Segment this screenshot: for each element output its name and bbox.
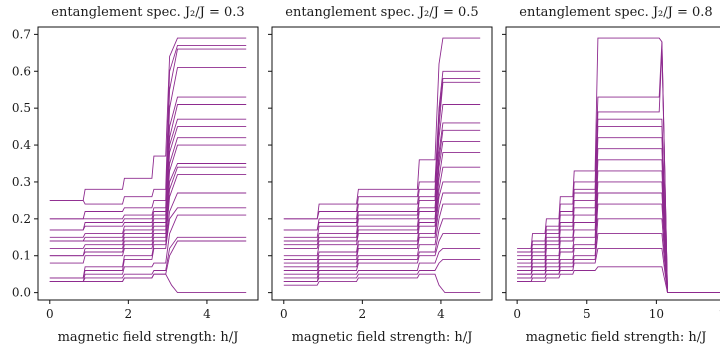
y-tick-label: 0.1 [12,249,31,263]
panel-1-series-line [49,273,247,294]
panel-1-series-line [49,67,247,220]
panel-1-series-line [49,207,247,279]
panel-1-series [49,37,247,294]
panel-2-frame [271,26,493,301]
panel-2-series-line [283,273,481,294]
panel-2-xlabel: magnetic field strength: h/J [292,330,473,345]
panel-1-yaxis: 0.0 0.1 0.2 0.3 0.4 0.5 0.6 0.7 [12,27,38,300]
panel-3-series-line [517,118,720,294]
y-tick-label: 0.5 [12,101,31,115]
x-tick-label: 4 [203,307,211,321]
panel-2-series-line [283,122,481,242]
panel-2-series [283,37,481,294]
panel-1-series-line [49,96,247,231]
y-tick-label: 0.4 [12,138,31,152]
x-tick-label: 0 [280,307,288,321]
panel-3-xlabel: magnetic field strength: h/J [526,330,707,345]
panel-3-series-line [517,181,720,294]
panel-2-series-line [283,129,481,246]
panel-1-series-line [49,144,247,249]
panel-2-series-line [283,78,481,231]
panel-3-series-line [517,247,720,294]
panel-3-xaxis: 0 5 10 15 [513,300,720,321]
panel-1-xlabel: magnetic field strength: h/J [58,330,239,345]
panel-2: entanglement spec. J₂/J = 0.5 0 2 4 magnet… [268,5,493,345]
panel-2-xaxis: 0 2 4 [280,300,445,321]
panel-1: entanglement spec. J₂/J = 0.3 0.00.10.20… [12,5,259,345]
x-tick-label: 5 [583,307,591,321]
x-tick-label: 10 [649,307,664,321]
panel-1-series-line [49,48,247,220]
panel-3: entanglement spec. J₂/J = 0.8 0 5 10 15 mag… [502,5,720,345]
panel-1-series-line [49,174,247,264]
panel-1-series-line [49,192,247,279]
panel-1-series-line [49,118,247,238]
panel-1-xaxis: 0 2 4 [46,300,211,321]
panel-3-series-line [517,218,720,294]
panel-2-title: entanglement spec. J₂/J = 0.5 [285,5,478,20]
panel-2-series-line [283,104,481,238]
y-tick-label: 0.7 [12,27,31,41]
panel-2-series-line [283,140,481,249]
y-tick-label: 0.6 [12,64,31,78]
panel-2-yaxis [268,33,272,294]
x-tick-label: 0 [513,307,521,321]
panel-2-series-line [283,70,481,220]
panel-1-series-line [49,126,247,242]
x-tick-label: 2 [359,307,367,321]
panel-3-series-line [517,126,720,294]
panel-3-series-line [517,192,720,294]
panel-1-series-line [49,236,247,283]
panel-2-series-line [283,151,481,257]
panel-3-series-line [517,266,720,294]
panel-1-series-line [49,104,247,231]
panel-2-series-line [283,203,481,271]
panel-1-series-line [49,37,247,201]
panel-3-series-line [517,159,720,294]
y-tick-label: 0.3 [12,175,31,189]
panel-1-title: entanglement spec. J₂/J = 0.3 [51,5,244,20]
panel-2-series-line [283,37,481,220]
panel-2-series-line [283,181,481,264]
panel-1-frame [37,26,259,301]
x-tick-label: 0 [46,307,54,321]
panel-3-yaxis [502,33,506,294]
y-tick-label: 0.2 [12,212,31,226]
panel-3-series-line [517,41,720,294]
panel-3-frame [505,26,720,301]
panel-1-series-line [49,137,247,242]
panel-2-series-line [283,247,481,283]
panel-1-series-line [49,44,247,205]
panel-3-title: entanglement spec. J₂/J = 0.8 [519,5,712,20]
panel-2-series-line [283,192,481,268]
panel-2-series-line [283,218,481,275]
panel-1-series-line [49,163,247,257]
y-tick-label: 0.0 [12,286,31,300]
panel-3-series-line [517,148,720,294]
panel-2-series-line [283,166,481,260]
panel-2-series-line [283,233,481,279]
panel-1-series-line [49,240,247,283]
panel-3-series [517,37,720,294]
panel-2-series-line [283,258,481,283]
panel-2-series-line [283,81,481,231]
panel-1-series-line [49,214,247,283]
panel-3-series-line [517,37,720,294]
panel-3-series-line [517,137,720,294]
x-tick-label: 2 [125,307,133,321]
panel-1-series-line [49,166,247,257]
x-tick-label: 4 [437,307,445,321]
x-tick-label: 15 [718,307,720,321]
